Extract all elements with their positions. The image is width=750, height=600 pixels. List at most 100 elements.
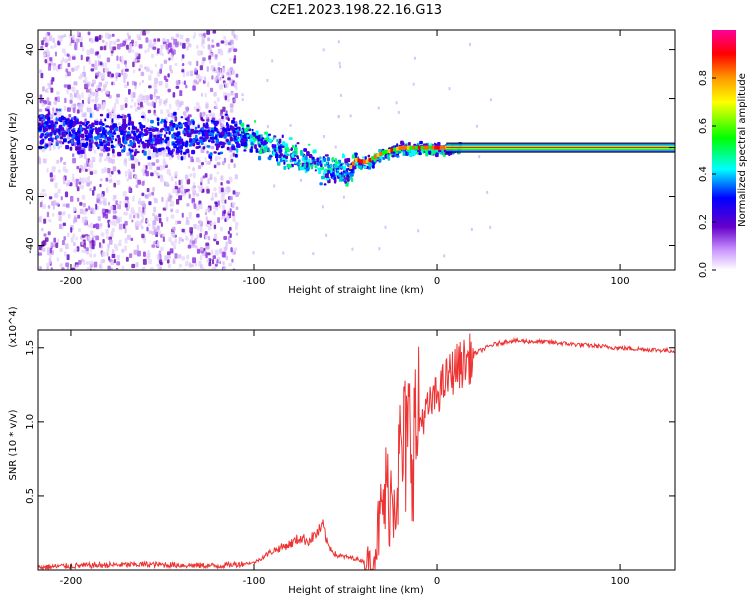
noise-speck <box>299 178 302 182</box>
ridge-point <box>250 135 254 138</box>
ridge-point <box>99 139 103 142</box>
noise-speck <box>78 103 81 109</box>
noise-speck <box>223 235 227 240</box>
noise-speck <box>79 168 82 173</box>
noise-speck <box>103 45 107 51</box>
noise-speck <box>106 187 109 193</box>
noise-speck <box>213 92 217 97</box>
noise-speck <box>192 172 196 179</box>
ridge-point <box>117 137 121 142</box>
ridge-point <box>251 128 254 131</box>
noise-speck <box>141 181 145 186</box>
noise-speck <box>50 79 53 85</box>
noise-speck <box>75 247 78 251</box>
noise-speck <box>113 220 117 227</box>
ridge-point <box>130 154 133 160</box>
noise-speck <box>76 31 80 36</box>
noise-speck <box>138 44 143 49</box>
ridge-point <box>111 118 114 123</box>
noise-speck <box>232 69 235 75</box>
noise-speck <box>49 57 53 62</box>
noise-speck <box>489 98 492 102</box>
noise-speck <box>139 93 143 98</box>
colorbar: 0.0 0.2 0.4 0.6 0.8 Normalized spectral ampl… <box>698 30 748 278</box>
noise-speck <box>101 73 105 79</box>
ridge-point <box>351 154 356 159</box>
noise-speck <box>199 233 202 238</box>
noise-speck <box>89 180 92 185</box>
noise-speck <box>111 253 116 259</box>
noise-speck <box>180 184 184 189</box>
ridge-point <box>160 147 165 151</box>
noise-speck <box>92 235 96 239</box>
noise-speck <box>199 255 203 261</box>
noise-speck <box>104 209 109 213</box>
noise-speck <box>136 34 141 38</box>
noise-speck <box>46 246 51 250</box>
ridge-point <box>70 139 74 145</box>
ridge-point <box>138 145 141 148</box>
noise-speck <box>183 110 186 117</box>
noise-speck <box>92 91 96 97</box>
noise-speck <box>90 38 94 44</box>
noise-speck <box>93 253 97 258</box>
noise-speck <box>62 222 66 226</box>
ridge-point <box>318 169 322 174</box>
noise-speck <box>227 186 231 193</box>
ridge-point <box>104 118 107 122</box>
noise-speck <box>147 48 150 53</box>
noise-speck <box>112 215 117 220</box>
ridge-point <box>178 121 181 125</box>
noise-speck <box>59 248 63 253</box>
ridge-point <box>184 124 188 127</box>
noise-speck <box>187 43 192 48</box>
noise-speck <box>71 86 74 91</box>
noise-speck <box>56 257 59 262</box>
noise-speck <box>46 48 49 55</box>
noise-speck <box>141 267 145 270</box>
noise-speck <box>70 195 74 202</box>
noise-speck <box>109 239 113 245</box>
noise-speck <box>195 245 198 249</box>
y-tick-label: 1.5 <box>25 340 36 356</box>
ridge-point <box>138 133 141 139</box>
ridge-point <box>94 141 99 145</box>
x-tick-label: -100 <box>243 276 266 287</box>
ridge-point <box>307 143 311 146</box>
noise-speck <box>177 155 180 160</box>
noise-speck <box>223 267 227 270</box>
ridge-point <box>255 148 259 153</box>
carrier-line <box>446 151 675 153</box>
noise-speck <box>107 201 111 206</box>
ridge-point <box>278 145 282 150</box>
noise-speck <box>72 107 76 113</box>
noise-speck <box>220 40 225 44</box>
noise-speck <box>134 52 139 57</box>
noise-speck <box>81 216 86 223</box>
ridge-point <box>196 141 200 145</box>
noise-speck <box>64 191 69 198</box>
noise-speck <box>214 156 218 161</box>
noise-speck <box>81 234 86 238</box>
ridge-point <box>405 151 408 156</box>
noise-speck <box>165 203 168 210</box>
noise-speck <box>213 205 216 210</box>
noise-speck <box>165 183 170 187</box>
carrier-line <box>446 144 675 146</box>
noise-speck <box>137 250 141 257</box>
ridge-point <box>107 137 112 141</box>
ridge-point <box>259 149 263 155</box>
noise-speck <box>59 140 62 144</box>
ridge-point <box>296 155 299 158</box>
ridge-point <box>180 156 184 161</box>
noise-speck <box>207 207 210 211</box>
ridge-point <box>135 128 140 133</box>
noise-speck <box>338 61 341 65</box>
noise-speck <box>126 178 129 182</box>
noise-speck <box>232 216 236 222</box>
noise-speck <box>97 87 102 91</box>
noise-speck <box>89 247 92 252</box>
noise-speck <box>117 141 121 145</box>
noise-speck <box>124 84 128 89</box>
noise-speck <box>128 89 131 95</box>
